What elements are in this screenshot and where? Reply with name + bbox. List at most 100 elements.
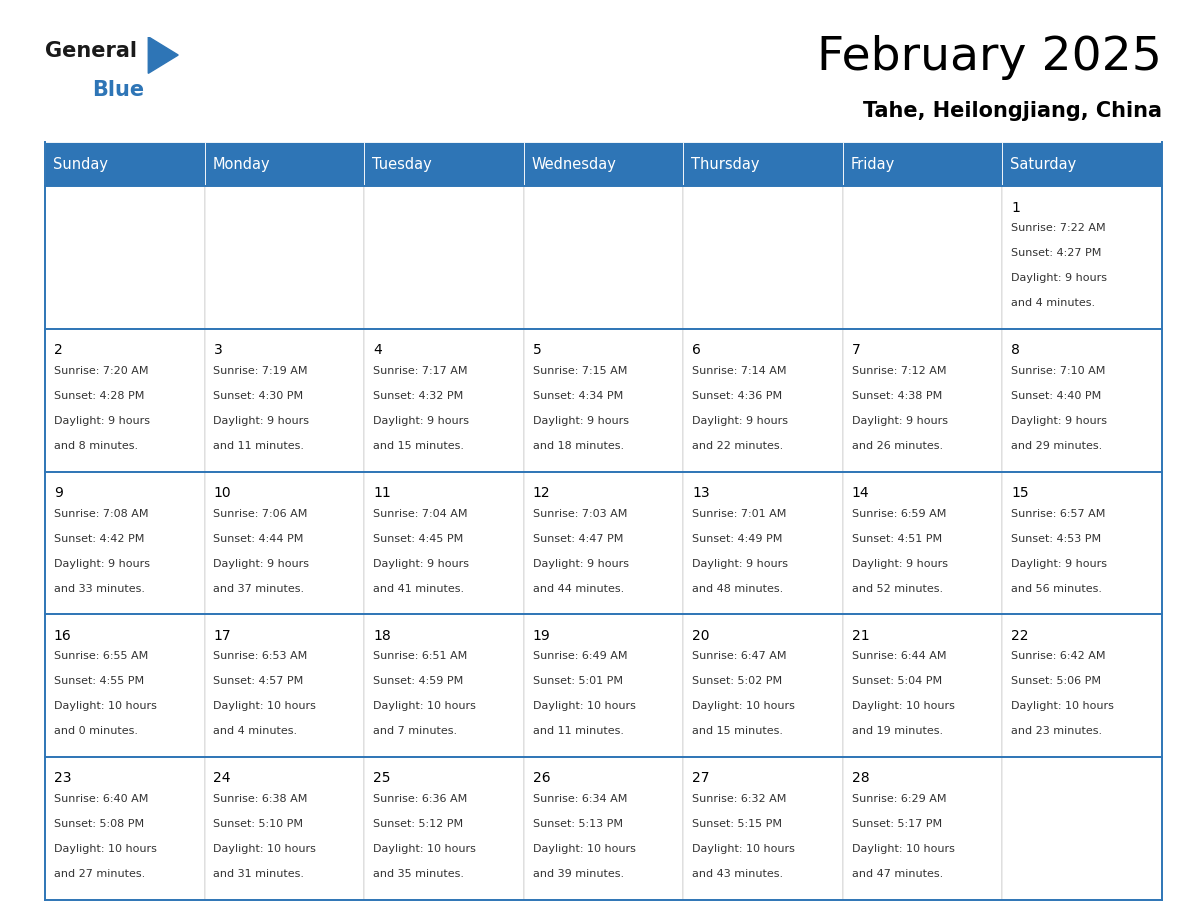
Text: 11: 11 bbox=[373, 486, 391, 500]
Text: Sunset: 4:38 PM: Sunset: 4:38 PM bbox=[852, 391, 942, 401]
Text: and 44 minutes.: and 44 minutes. bbox=[532, 584, 624, 594]
Text: Sunrise: 6:34 AM: Sunrise: 6:34 AM bbox=[532, 794, 627, 804]
Text: and 48 minutes.: and 48 minutes. bbox=[693, 584, 783, 594]
Text: February 2025: February 2025 bbox=[817, 35, 1162, 80]
Text: Sunset: 4:44 PM: Sunset: 4:44 PM bbox=[214, 533, 304, 543]
Text: 2: 2 bbox=[53, 343, 63, 357]
Text: Sunset: 5:15 PM: Sunset: 5:15 PM bbox=[693, 819, 782, 829]
Text: 8: 8 bbox=[1011, 343, 1020, 357]
Text: Daylight: 9 hours: Daylight: 9 hours bbox=[1011, 274, 1107, 284]
Polygon shape bbox=[148, 37, 178, 73]
Text: Sunset: 4:42 PM: Sunset: 4:42 PM bbox=[53, 533, 144, 543]
Text: 22: 22 bbox=[1011, 629, 1029, 643]
Text: Sunrise: 6:47 AM: Sunrise: 6:47 AM bbox=[693, 652, 786, 661]
Text: and 23 minutes.: and 23 minutes. bbox=[1011, 726, 1102, 736]
Text: Tuesday: Tuesday bbox=[372, 157, 432, 172]
Text: and 15 minutes.: and 15 minutes. bbox=[693, 726, 783, 736]
Text: 13: 13 bbox=[693, 486, 709, 500]
Text: 6: 6 bbox=[693, 343, 701, 357]
Text: 5: 5 bbox=[532, 343, 542, 357]
Text: Sunrise: 7:20 AM: Sunrise: 7:20 AM bbox=[53, 366, 148, 376]
Text: Thursday: Thursday bbox=[691, 157, 760, 172]
Text: Sunset: 4:51 PM: Sunset: 4:51 PM bbox=[852, 533, 942, 543]
Text: and 41 minutes.: and 41 minutes. bbox=[373, 584, 465, 594]
Text: and 56 minutes.: and 56 minutes. bbox=[1011, 584, 1102, 594]
Text: and 22 minutes.: and 22 minutes. bbox=[693, 441, 783, 451]
Text: 28: 28 bbox=[852, 771, 870, 785]
Text: 26: 26 bbox=[532, 771, 550, 785]
Text: Monday: Monday bbox=[213, 157, 271, 172]
Text: Sunset: 5:06 PM: Sunset: 5:06 PM bbox=[1011, 677, 1101, 687]
Text: Sunrise: 6:36 AM: Sunrise: 6:36 AM bbox=[373, 794, 467, 804]
Text: Sunrise: 6:40 AM: Sunrise: 6:40 AM bbox=[53, 794, 148, 804]
Text: Sunrise: 6:49 AM: Sunrise: 6:49 AM bbox=[532, 652, 627, 661]
Text: Daylight: 9 hours: Daylight: 9 hours bbox=[53, 416, 150, 426]
Text: and 7 minutes.: and 7 minutes. bbox=[373, 726, 457, 736]
Text: 9: 9 bbox=[53, 486, 63, 500]
Text: Sunset: 4:32 PM: Sunset: 4:32 PM bbox=[373, 391, 463, 401]
Text: Sunset: 5:10 PM: Sunset: 5:10 PM bbox=[214, 819, 303, 829]
Text: Sunset: 4:45 PM: Sunset: 4:45 PM bbox=[373, 533, 463, 543]
Text: Daylight: 9 hours: Daylight: 9 hours bbox=[214, 416, 309, 426]
Text: Sunset: 4:49 PM: Sunset: 4:49 PM bbox=[693, 533, 783, 543]
Text: 4: 4 bbox=[373, 343, 381, 357]
Text: and 29 minutes.: and 29 minutes. bbox=[1011, 441, 1102, 451]
Text: Sunrise: 7:19 AM: Sunrise: 7:19 AM bbox=[214, 366, 308, 376]
Text: and 15 minutes.: and 15 minutes. bbox=[373, 441, 465, 451]
Text: 1: 1 bbox=[1011, 201, 1020, 215]
Text: 20: 20 bbox=[693, 629, 709, 643]
Text: and 52 minutes.: and 52 minutes. bbox=[852, 584, 943, 594]
Text: Daylight: 9 hours: Daylight: 9 hours bbox=[852, 416, 948, 426]
Text: Sunset: 4:28 PM: Sunset: 4:28 PM bbox=[53, 391, 144, 401]
Text: Sunset: 5:01 PM: Sunset: 5:01 PM bbox=[532, 677, 623, 687]
Text: 25: 25 bbox=[373, 771, 391, 785]
Text: 12: 12 bbox=[532, 486, 550, 500]
Text: Sunday: Sunday bbox=[53, 157, 108, 172]
Text: Sunset: 4:59 PM: Sunset: 4:59 PM bbox=[373, 677, 463, 687]
Text: Daylight: 9 hours: Daylight: 9 hours bbox=[373, 559, 469, 568]
Text: 27: 27 bbox=[693, 771, 709, 785]
Text: and 35 minutes.: and 35 minutes. bbox=[373, 869, 465, 879]
Text: Friday: Friday bbox=[851, 157, 895, 172]
Text: 19: 19 bbox=[532, 629, 550, 643]
Text: Sunset: 4:30 PM: Sunset: 4:30 PM bbox=[214, 391, 304, 401]
Text: Sunrise: 7:04 AM: Sunrise: 7:04 AM bbox=[373, 509, 468, 519]
Text: Daylight: 10 hours: Daylight: 10 hours bbox=[532, 844, 636, 854]
Text: Sunrise: 7:15 AM: Sunrise: 7:15 AM bbox=[532, 366, 627, 376]
Text: Daylight: 10 hours: Daylight: 10 hours bbox=[693, 844, 795, 854]
Text: Sunrise: 6:53 AM: Sunrise: 6:53 AM bbox=[214, 652, 308, 661]
Text: and 4 minutes.: and 4 minutes. bbox=[214, 726, 297, 736]
Text: Sunrise: 7:06 AM: Sunrise: 7:06 AM bbox=[214, 509, 308, 519]
Text: and 31 minutes.: and 31 minutes. bbox=[214, 869, 304, 879]
Text: and 37 minutes.: and 37 minutes. bbox=[214, 584, 304, 594]
Text: Daylight: 9 hours: Daylight: 9 hours bbox=[214, 559, 309, 568]
Text: 24: 24 bbox=[214, 771, 230, 785]
Text: Sunset: 5:08 PM: Sunset: 5:08 PM bbox=[53, 819, 144, 829]
Text: 10: 10 bbox=[214, 486, 232, 500]
Text: Daylight: 9 hours: Daylight: 9 hours bbox=[693, 559, 788, 568]
Text: and 19 minutes.: and 19 minutes. bbox=[852, 726, 943, 736]
Text: Daylight: 9 hours: Daylight: 9 hours bbox=[1011, 416, 1107, 426]
Text: Sunset: 5:02 PM: Sunset: 5:02 PM bbox=[693, 677, 782, 687]
Text: Daylight: 9 hours: Daylight: 9 hours bbox=[693, 416, 788, 426]
Text: Daylight: 10 hours: Daylight: 10 hours bbox=[373, 844, 476, 854]
Text: Daylight: 9 hours: Daylight: 9 hours bbox=[1011, 559, 1107, 568]
Text: Sunset: 4:57 PM: Sunset: 4:57 PM bbox=[214, 677, 304, 687]
Text: 21: 21 bbox=[852, 629, 870, 643]
Text: and 11 minutes.: and 11 minutes. bbox=[532, 726, 624, 736]
Text: Sunset: 5:13 PM: Sunset: 5:13 PM bbox=[532, 819, 623, 829]
Text: and 8 minutes.: and 8 minutes. bbox=[53, 441, 138, 451]
Text: and 4 minutes.: and 4 minutes. bbox=[1011, 298, 1095, 308]
Text: Sunrise: 6:32 AM: Sunrise: 6:32 AM bbox=[693, 794, 786, 804]
Text: Daylight: 10 hours: Daylight: 10 hours bbox=[53, 701, 157, 711]
Text: Daylight: 9 hours: Daylight: 9 hours bbox=[532, 416, 628, 426]
Text: Sunrise: 7:14 AM: Sunrise: 7:14 AM bbox=[693, 366, 786, 376]
Text: and 43 minutes.: and 43 minutes. bbox=[693, 869, 783, 879]
Text: Daylight: 10 hours: Daylight: 10 hours bbox=[214, 701, 316, 711]
Text: 7: 7 bbox=[852, 343, 860, 357]
Text: Sunrise: 6:42 AM: Sunrise: 6:42 AM bbox=[1011, 652, 1106, 661]
Text: Daylight: 9 hours: Daylight: 9 hours bbox=[53, 559, 150, 568]
Text: Daylight: 10 hours: Daylight: 10 hours bbox=[1011, 701, 1114, 711]
Text: Daylight: 10 hours: Daylight: 10 hours bbox=[53, 844, 157, 854]
Text: and 26 minutes.: and 26 minutes. bbox=[852, 441, 943, 451]
